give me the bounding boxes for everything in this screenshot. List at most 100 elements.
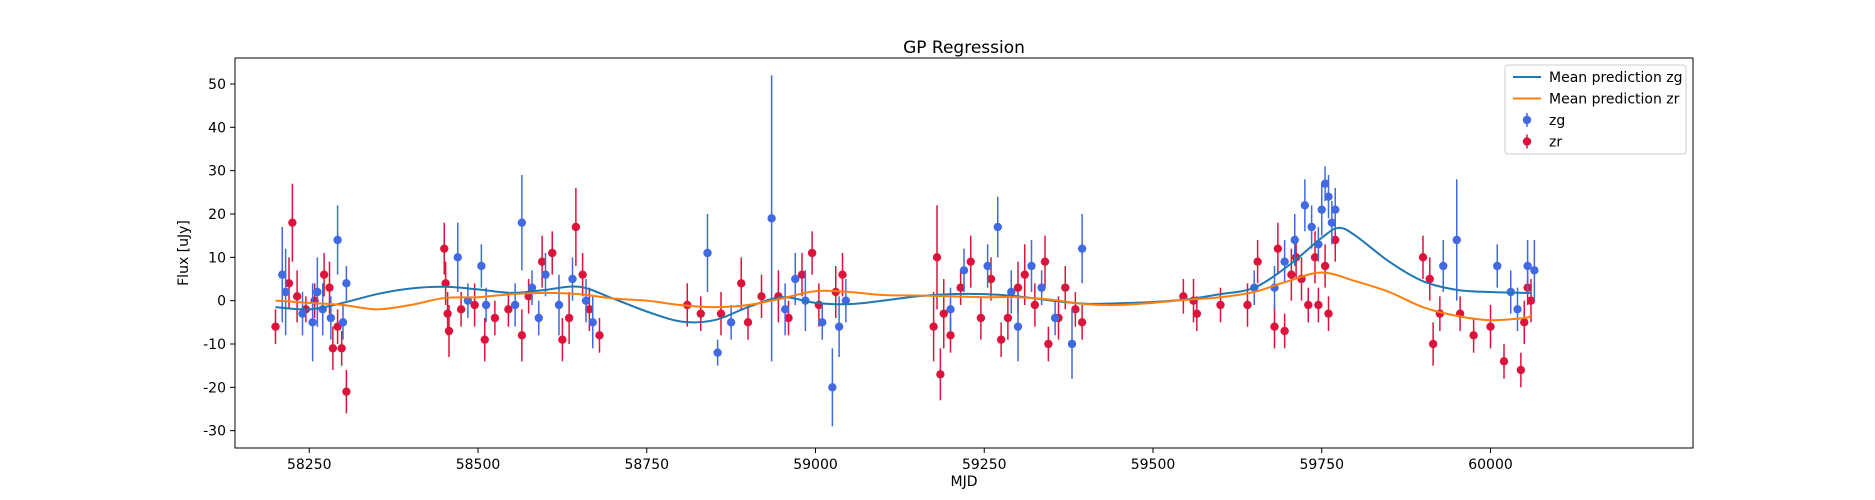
data-point — [1287, 270, 1296, 279]
data-point — [510, 300, 520, 310]
x-tick-label: 60000 — [1468, 457, 1513, 473]
data-point — [558, 335, 567, 344]
data-point — [1310, 253, 1320, 262]
data-point — [441, 279, 450, 288]
data-point — [319, 270, 329, 279]
legend-label: Mean prediction zr — [1549, 92, 1680, 108]
data-point — [456, 305, 466, 314]
data-point — [838, 270, 847, 279]
data-point — [966, 257, 975, 266]
data-point — [1324, 309, 1333, 318]
data-point — [1077, 244, 1087, 253]
x-tick-label: 59500 — [1131, 457, 1176, 473]
data-point — [1280, 257, 1289, 266]
data-point — [477, 261, 486, 271]
data-point — [595, 331, 604, 340]
data-point — [946, 305, 955, 314]
data-point — [716, 309, 726, 318]
data-point — [281, 287, 290, 297]
data-point — [342, 279, 351, 288]
data-point — [578, 270, 587, 279]
data-point — [1530, 266, 1539, 275]
data-marks — [271, 75, 1539, 427]
data-point — [1320, 179, 1330, 188]
data-point — [767, 214, 776, 223]
data-point — [537, 257, 547, 266]
data-point — [470, 300, 479, 310]
data-point — [1192, 309, 1202, 318]
data-point — [1050, 313, 1060, 323]
plot-area: 58250 58500 58750 59000 59250 59500 59750 60000… — [203, 57, 1694, 473]
data-point — [271, 322, 280, 331]
x-axis-title: MJD — [951, 474, 978, 490]
data-point — [737, 279, 746, 288]
data-point — [986, 274, 996, 284]
data-point — [1037, 283, 1046, 292]
x-tick-label: 58750 — [624, 457, 669, 473]
data-point — [1304, 300, 1313, 310]
data-point — [288, 218, 297, 227]
data-point — [713, 348, 722, 357]
data-point — [1516, 365, 1526, 375]
data-point — [1216, 300, 1225, 310]
y-tick-label: 50 — [208, 77, 226, 93]
legend: Mean prediction zg Mean prediction zr zg zr — [1504, 64, 1687, 155]
data-point — [1317, 205, 1326, 214]
series-zg — [278, 75, 1539, 427]
data-point — [1003, 313, 1013, 323]
data-point — [939, 309, 948, 318]
data-point — [328, 344, 338, 353]
series-zr — [271, 183, 1536, 414]
data-point — [337, 344, 346, 353]
legend-label: Mean prediction zg — [1549, 70, 1683, 86]
data-point — [278, 270, 287, 279]
data-point — [784, 313, 793, 323]
legend-swatch — [1522, 137, 1532, 146]
data-point — [504, 305, 513, 314]
data-point — [1493, 261, 1502, 271]
data-point — [996, 335, 1006, 344]
y-tick-label: 10 — [208, 250, 226, 266]
data-point — [983, 261, 992, 271]
data-point — [1428, 339, 1438, 349]
legend-swatch — [1522, 115, 1532, 125]
data-point — [1280, 326, 1289, 336]
legend-items: Mean prediction zg Mean prediction zr zg zr — [1513, 70, 1683, 151]
data-point — [929, 322, 938, 331]
x-tick-label: 58500 — [456, 457, 501, 473]
data-point — [743, 318, 753, 327]
data-point — [1314, 300, 1323, 310]
data-point — [1513, 305, 1522, 314]
data-point — [993, 222, 1002, 232]
y-tick-label: 40 — [208, 120, 226, 136]
data-point — [1013, 283, 1023, 292]
data-point — [588, 318, 597, 327]
data-point — [1071, 305, 1080, 314]
legend-box — [1504, 64, 1687, 155]
x-tick-label: 58250 — [287, 457, 332, 473]
legend-label: zr — [1549, 135, 1562, 151]
data-point — [797, 270, 807, 279]
data-point — [1273, 244, 1283, 253]
data-point — [1067, 339, 1077, 349]
data-point — [1290, 235, 1299, 245]
y-tick-label: -30 — [203, 424, 226, 440]
x-tick-label: 59250 — [962, 457, 1007, 473]
data-point — [1044, 339, 1053, 349]
data-point — [757, 292, 766, 301]
legend-item: Mean prediction zr — [1513, 92, 1680, 108]
data-point — [333, 235, 342, 245]
data-point — [481, 300, 491, 310]
data-point — [841, 296, 851, 305]
data-point — [834, 322, 844, 331]
data-point — [517, 331, 527, 340]
x-axis-ticks: 58250 58500 58750 59000 59250 59500 59750 60000 — [287, 448, 1513, 473]
y-axis-title: Flux [uJy] — [176, 220, 192, 286]
data-point — [1331, 205, 1340, 214]
data-point — [325, 283, 334, 292]
data-point — [581, 296, 591, 305]
data-point — [1324, 192, 1333, 201]
data-point — [1253, 257, 1262, 266]
data-point — [326, 313, 336, 323]
